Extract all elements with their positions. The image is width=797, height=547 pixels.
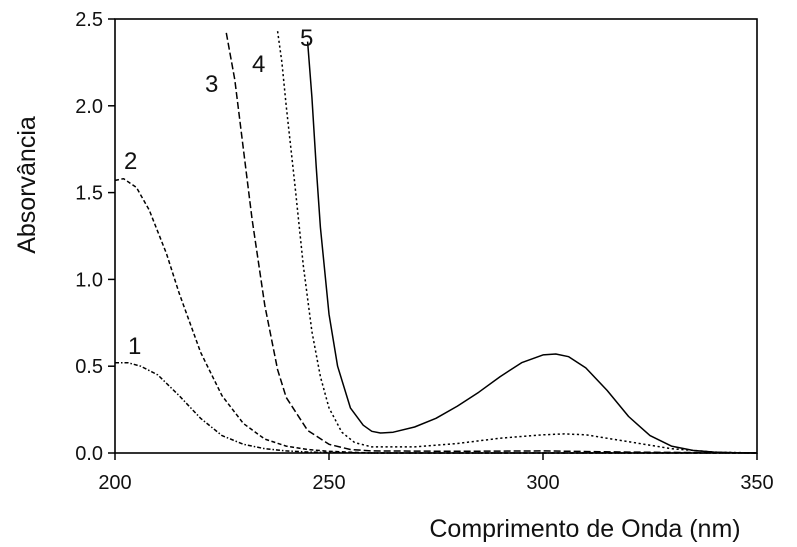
series-4-line	[276, 31, 758, 454]
x-tick-label: 200	[98, 472, 131, 494]
x-tick-label: 250	[312, 472, 345, 494]
series-3-line	[225, 32, 758, 454]
series-5-label: 5	[300, 25, 313, 52]
series-5-line	[306, 41, 758, 454]
y-tick-label: 2.0	[75, 96, 103, 118]
series-1-label: 1	[128, 333, 141, 360]
plot-frame	[114, 18, 758, 454]
series-1-line	[115, 361, 757, 454]
x-axis-label: Comprimento de Onda (nm)	[429, 515, 740, 543]
y-tick-label: 0.5	[75, 356, 103, 378]
series-4-label: 4	[252, 51, 265, 78]
series-3-label: 3	[205, 71, 218, 98]
series-2-line	[114, 177, 757, 454]
y-tick-label: 1.5	[75, 183, 103, 205]
series-2-label: 2	[124, 148, 137, 175]
x-tick-label: 350	[740, 472, 773, 494]
x-tick-label: 300	[526, 472, 559, 494]
y-tick-label: 2.5	[75, 9, 103, 31]
y-tick-label: 1.0	[75, 269, 103, 291]
series-label-layer: 1 2 3 4 5	[124, 25, 313, 360]
y-tick-label: 0.0	[75, 443, 103, 465]
tick-layer: 200 250 300 350 0.0 0.5 1.0 1.5 2.0 2.5	[75, 9, 774, 494]
y-axis-label: Absorvância	[13, 116, 41, 254]
